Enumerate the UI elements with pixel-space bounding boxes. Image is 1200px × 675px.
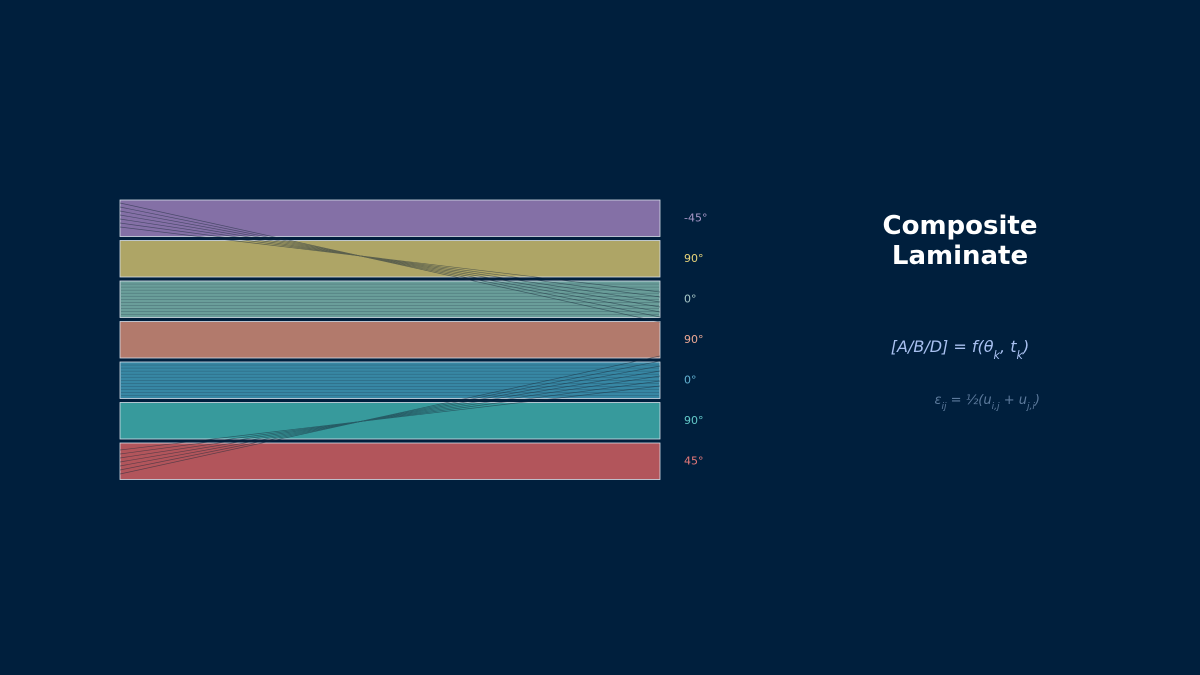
- formula-strain: εij = ½(ui,j + uj,i): [934, 393, 1040, 412]
- formula-part: ): [1022, 337, 1029, 356]
- layer: [119, 402, 661, 440]
- layer: [119, 240, 661, 278]
- layer: [119, 361, 661, 399]
- angle-label: 0°: [684, 373, 697, 386]
- angle-label: -45°: [684, 211, 707, 224]
- formula-part: [A/B/D] = f(θ: [891, 337, 994, 356]
- subscript: ij: [941, 402, 947, 412]
- angle-label: 90°: [684, 414, 704, 427]
- layer: [119, 280, 661, 318]
- angle-label: 0°: [684, 292, 697, 305]
- subscript: j,i: [1025, 402, 1035, 412]
- angle-label: 45°: [684, 454, 704, 467]
- layer: [119, 199, 661, 237]
- formula-abd: [A/B/D] = f(θk, tk): [891, 337, 1029, 362]
- layer: [119, 321, 661, 359]
- title: Composite Laminate: [883, 211, 1038, 271]
- angle-label: 90°: [684, 333, 704, 346]
- formula-part: = ½(u: [947, 393, 992, 408]
- formula-part: , t: [1000, 337, 1017, 356]
- formula-part: ): [1034, 393, 1040, 408]
- subscript: k: [1016, 349, 1023, 362]
- formula-part: ε: [934, 393, 941, 408]
- subscript: i,j: [992, 402, 1000, 412]
- subscript: k: [994, 349, 1001, 362]
- fibre-lines: [119, 202, 661, 475]
- layers: -45° 90° 0° 90° 0° 90° 45°: [119, 199, 707, 480]
- angle-label: 90°: [684, 252, 704, 265]
- formula-part: + u: [1000, 393, 1027, 408]
